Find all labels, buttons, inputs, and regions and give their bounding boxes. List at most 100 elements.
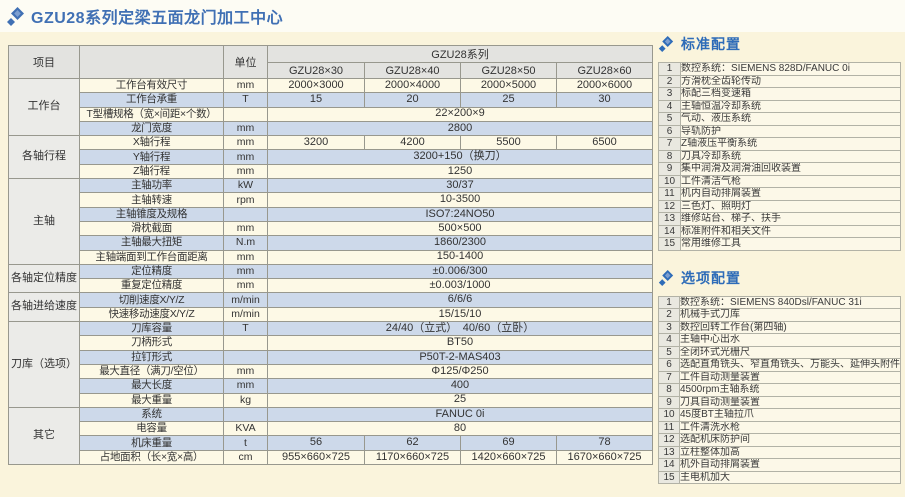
config-item-row: 15 常用维修工具 xyxy=(658,237,901,251)
config-item-row: 9 集中润滑及润滑油回收装置 xyxy=(658,162,901,176)
config-item-text: 标准附件和相关文件 xyxy=(680,224,901,238)
spec-row: T型槽规格（宽×间距×个数） 22×200×9 xyxy=(9,106,653,122)
spec-value: 56 xyxy=(267,435,365,451)
spec-value-spanned: ISO7:24NO50 xyxy=(267,206,653,222)
config-item-text: 选配机床防护间 xyxy=(679,433,901,447)
header-subitem-col xyxy=(79,45,224,79)
config-item-row: 12 三色灯、照明灯 xyxy=(658,199,901,213)
config-item-row: 1 数控系统：SIEMENS 840Dsl/FANUC 31i xyxy=(658,295,901,309)
config-item-row: 9 刀具自动测量装置 xyxy=(658,395,901,409)
spec-row: 最大直径（满刀/空位） mm Φ125/Φ250 xyxy=(9,363,653,380)
config-item-number: 7 xyxy=(658,137,681,151)
standard-config-title: 标准配置 xyxy=(681,36,741,52)
config-item-text: 45度BT主轴拉爪 xyxy=(679,408,901,422)
spec-group-label: 各轴进给速度 xyxy=(8,292,80,323)
config-item-number: 14 xyxy=(658,458,680,472)
spec-row-unit: KVA xyxy=(223,421,268,437)
config-item-text: 刀具冷却系统 xyxy=(680,149,901,163)
config-item-number: 15 xyxy=(658,237,681,251)
spec-header-row-1: 项目 单位 GZU28系列 xyxy=(8,45,653,79)
spec-row-label: 主轴转速 xyxy=(79,192,224,208)
config-item-row: 14 标准附件和相关文件 xyxy=(658,224,901,238)
spec-row-unit: T xyxy=(223,321,268,337)
spec-row-label: 电容量 xyxy=(79,421,224,437)
config-item-row: 2 机械手式刀库 xyxy=(658,308,901,322)
spec-row-label: 工作台承重 xyxy=(79,92,224,108)
spec-value: 2000×4000 xyxy=(364,77,461,94)
spec-row-unit: mm xyxy=(223,249,268,265)
config-item-number: 5 xyxy=(658,112,681,126)
spec-row-label: 刀柄形式 xyxy=(79,335,224,351)
config-item-number: 11 xyxy=(658,420,680,434)
config-item-number: 7 xyxy=(658,370,680,384)
header-model-4: GZU28×60 xyxy=(556,62,653,79)
spec-row-label: 滑枕截面 xyxy=(79,220,224,237)
spec-row: 各轴进给速度 切削速度X/Y/Z m/min 6/6/6 xyxy=(8,292,653,323)
config-item-number: 1 xyxy=(658,62,681,76)
spec-value: 62 xyxy=(364,435,461,451)
config-item-row: 1 数控系统：SIEMENS 828D/FANUC 0i xyxy=(658,62,901,76)
spec-row: 电容量 KVA 80 xyxy=(9,421,653,437)
spec-value: 69 xyxy=(460,435,557,451)
spec-row-label: 主轴最大扭矩 xyxy=(79,235,224,251)
spec-row-unit xyxy=(223,335,268,351)
config-item-row: 4 主轴恒温冷却系统 xyxy=(658,99,901,113)
config-item-number: 13 xyxy=(658,212,681,226)
config-item-text: 主电机加大 xyxy=(679,470,901,484)
spec-row: 工作台 工作台有效尺寸 mm 2000×3000 2000×4000 2000×5000 2… xyxy=(8,77,653,137)
optional-config-title: 选项配置 xyxy=(681,269,741,286)
spec-row-unit: T xyxy=(223,92,268,108)
spec-value: 4200 xyxy=(364,135,461,151)
spec-group-label: 刀库（选项） xyxy=(8,321,80,408)
spec-value: 3200 xyxy=(267,135,365,151)
spec-row-unit xyxy=(223,206,268,222)
spec-row: Y轴行程 mm 3200+150（换刀） xyxy=(9,149,653,165)
config-item-text: 维修站台、梯子、扶手 xyxy=(680,212,901,226)
config-item-text: 气动、液压系统 xyxy=(680,112,901,126)
spec-value: 15 xyxy=(267,92,365,108)
spec-row: 最大重量 kg 25 xyxy=(9,392,653,408)
config-item-text: 机外自动排屑装置 xyxy=(679,458,901,472)
spec-table-body: 工作台 工作台有效尺寸 mm 2000×3000 2000×4000 2000×5000 2… xyxy=(8,77,653,466)
config-item-number: 2 xyxy=(658,74,681,88)
config-item-text: 常用维修工具 xyxy=(680,237,901,251)
spec-row: 主轴锥度及规格 ISO7:24NO50 xyxy=(9,206,653,222)
config-item-text: 方滑枕全齿轮传动 xyxy=(680,74,901,88)
config-item-number: 14 xyxy=(658,224,681,238)
config-item-text: 选配直角铣头、窄直角铣头、万能头、延伸头附件 xyxy=(679,358,901,372)
spec-row-label: 快速移动速度X/Y/Z xyxy=(79,306,224,323)
config-item-number: 8 xyxy=(658,383,680,397)
spec-value: 20 xyxy=(364,92,461,108)
spec-value: 955×660×725 xyxy=(267,449,365,466)
config-item-row: 12 选配机床防护间 xyxy=(658,433,901,447)
config-item-number: 6 xyxy=(658,358,680,372)
config-item-row: 11 工件清洗水枪 xyxy=(658,420,901,434)
spec-row-label: 刀库容量 xyxy=(79,321,224,337)
spec-row-unit: mm xyxy=(223,163,268,180)
header-model-3: GZU28×50 xyxy=(460,62,557,79)
config-item-row: 6 导轨防护 xyxy=(658,124,901,138)
config-item-row: 13 维修站台、梯子、扶手 xyxy=(658,212,901,226)
config-item-text: 机械手式刀库 xyxy=(679,308,901,322)
spec-value-spanned: 1250 xyxy=(267,163,653,180)
config-item-number: 3 xyxy=(658,87,681,101)
spec-value: 5500 xyxy=(460,135,557,151)
config-panel: 标准配置 1 数控系统：SIEMENS 828D/FANUC 0i 2 方滑枕全齿轮传… xyxy=(658,34,901,484)
config-item-number: 9 xyxy=(658,395,680,409)
spec-value-spanned: 500×500 xyxy=(267,220,653,237)
spec-row-unit xyxy=(223,349,268,365)
config-item-text: 集中润滑及润滑油回收装置 xyxy=(680,162,901,176)
spec-row: 主轴最大扭矩 N.m 1860/2300 xyxy=(9,235,653,251)
config-item-text: 刀具自动测量装置 xyxy=(679,395,901,409)
spec-row-unit xyxy=(223,406,268,423)
spec-row-label: 最大重量 xyxy=(79,392,224,408)
config-item-text: 数控系统：SIEMENS 840Dsl/FANUC 31i xyxy=(679,295,901,309)
spec-value-spanned: 10-3500 xyxy=(267,192,653,208)
spec-row: 主轴转速 rpm 10-3500 xyxy=(9,192,653,208)
spec-row-unit: mm xyxy=(223,363,268,380)
config-item-number: 13 xyxy=(658,445,680,459)
config-item-row: 4 主轴中心出水 xyxy=(658,333,901,347)
spec-row-unit: N.m xyxy=(223,235,268,251)
spec-row-unit: mm xyxy=(223,120,268,137)
config-item-text: 三色灯、照明灯 xyxy=(680,199,901,213)
